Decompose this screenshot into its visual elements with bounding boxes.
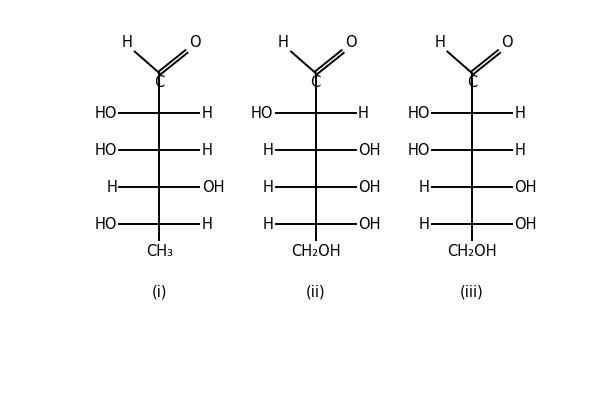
Text: HO: HO xyxy=(251,106,274,121)
Text: H: H xyxy=(419,180,430,195)
Text: OH: OH xyxy=(514,217,537,231)
Text: H: H xyxy=(202,217,213,231)
Text: H: H xyxy=(419,217,430,231)
Text: H: H xyxy=(358,106,369,121)
Text: CH₂OH: CH₂OH xyxy=(291,244,341,259)
Text: OH: OH xyxy=(358,143,381,158)
Text: H: H xyxy=(106,180,117,195)
Text: H: H xyxy=(202,143,213,158)
Text: C: C xyxy=(310,75,321,90)
Text: HO: HO xyxy=(94,143,117,158)
Text: CH₂OH: CH₂OH xyxy=(447,244,497,259)
Text: H: H xyxy=(514,143,525,158)
Text: HO: HO xyxy=(407,106,430,121)
Text: H: H xyxy=(434,35,445,50)
Text: H: H xyxy=(121,35,132,50)
Text: H: H xyxy=(262,180,274,195)
Text: HO: HO xyxy=(94,217,117,231)
Text: OH: OH xyxy=(514,180,537,195)
Text: H: H xyxy=(202,106,213,121)
Text: (i): (i) xyxy=(152,284,167,299)
Text: C: C xyxy=(154,75,164,90)
Text: C: C xyxy=(467,75,477,90)
Text: OH: OH xyxy=(202,180,224,195)
Text: (ii): (ii) xyxy=(306,284,325,299)
Text: H: H xyxy=(262,143,274,158)
Text: O: O xyxy=(501,35,513,50)
Text: H: H xyxy=(278,35,289,50)
Text: H: H xyxy=(262,217,274,231)
Text: HO: HO xyxy=(407,143,430,158)
Text: (iii): (iii) xyxy=(460,284,484,299)
Text: H: H xyxy=(514,106,525,121)
Text: O: O xyxy=(188,35,200,50)
Text: OH: OH xyxy=(358,217,381,231)
Text: HO: HO xyxy=(94,106,117,121)
Text: O: O xyxy=(345,35,357,50)
Text: OH: OH xyxy=(358,180,381,195)
Text: CH₃: CH₃ xyxy=(146,244,173,259)
